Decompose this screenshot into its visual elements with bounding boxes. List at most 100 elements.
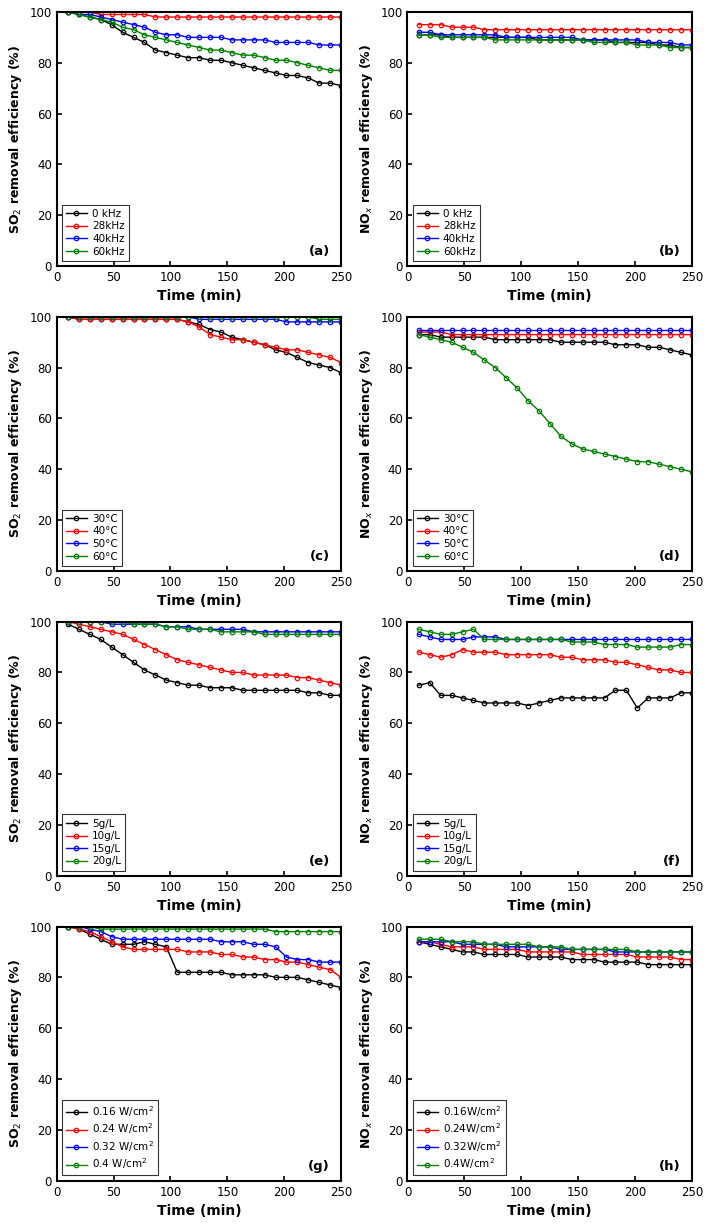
20g/L bbox=[228, 625, 236, 639]
0 kHz bbox=[567, 33, 576, 48]
10g/L bbox=[249, 668, 258, 682]
10g/L bbox=[491, 644, 500, 659]
Line: 15g/L: 15g/L bbox=[66, 620, 344, 635]
0.24W/cm$^2$ bbox=[447, 940, 456, 954]
40kHz bbox=[644, 36, 652, 50]
40kHz bbox=[228, 33, 236, 48]
0.32 W/cm$^2$ bbox=[107, 930, 116, 944]
Text: (c): (c) bbox=[310, 550, 329, 564]
Text: (h): (h) bbox=[659, 1160, 681, 1174]
60kHz bbox=[633, 38, 642, 53]
40°C bbox=[579, 327, 587, 342]
20g/L bbox=[546, 632, 555, 647]
30°C bbox=[546, 332, 555, 347]
60kHz bbox=[282, 53, 290, 67]
15g/L bbox=[304, 625, 312, 639]
0 kHz bbox=[151, 43, 160, 58]
30°C bbox=[86, 312, 94, 327]
10g/L bbox=[513, 647, 521, 662]
15g/L bbox=[579, 632, 587, 647]
5g/L bbox=[600, 691, 608, 706]
5g/L bbox=[535, 696, 543, 710]
20g/L bbox=[326, 627, 334, 642]
5g/L bbox=[469, 693, 478, 708]
X-axis label: Time (min): Time (min) bbox=[508, 899, 592, 913]
0.16 W/cm$^2$ bbox=[326, 978, 334, 992]
10g/L bbox=[535, 647, 543, 662]
15g/L bbox=[239, 622, 247, 637]
50°C bbox=[326, 315, 334, 330]
0.16W/cm$^2$ bbox=[502, 947, 510, 962]
50°C bbox=[589, 322, 598, 337]
0.32W/cm$^2$ bbox=[513, 940, 521, 954]
20g/L bbox=[184, 622, 192, 637]
28kHz bbox=[589, 22, 598, 37]
60kHz bbox=[535, 33, 543, 48]
20g/L bbox=[173, 620, 182, 635]
0.32W/cm$^2$ bbox=[469, 937, 478, 952]
30°C bbox=[458, 330, 466, 344]
0.32 W/cm$^2$ bbox=[140, 932, 148, 947]
0.16 W/cm$^2$ bbox=[97, 932, 105, 947]
0.32W/cm$^2$ bbox=[458, 937, 466, 952]
40°C bbox=[282, 343, 290, 358]
10g/L bbox=[239, 665, 247, 680]
10g/L bbox=[64, 614, 72, 628]
0.4W/cm$^2$ bbox=[437, 932, 445, 947]
15g/L bbox=[415, 627, 423, 642]
28kHz bbox=[447, 20, 456, 34]
10g/L bbox=[162, 647, 170, 662]
0.24W/cm$^2$ bbox=[688, 952, 697, 967]
0 kHz bbox=[600, 33, 608, 48]
10g/L bbox=[173, 653, 182, 668]
28kHz bbox=[600, 22, 608, 37]
50°C bbox=[502, 322, 510, 337]
0.4W/cm$^2$ bbox=[655, 944, 663, 959]
50°C bbox=[129, 310, 138, 325]
0 kHz bbox=[304, 71, 312, 86]
60°C bbox=[315, 312, 324, 327]
15g/L bbox=[261, 625, 269, 639]
0.24W/cm$^2$ bbox=[491, 942, 500, 957]
28kHz bbox=[655, 22, 663, 37]
20g/L bbox=[271, 627, 280, 642]
0.24W/cm$^2$ bbox=[437, 937, 445, 952]
40°C bbox=[644, 327, 652, 342]
15g/L bbox=[195, 622, 203, 637]
0.4 W/cm$^2$ bbox=[315, 924, 324, 938]
5g/L bbox=[228, 680, 236, 695]
60kHz bbox=[162, 33, 170, 48]
Line: 15g/L: 15g/L bbox=[417, 632, 694, 642]
40kHz bbox=[271, 36, 280, 50]
60kHz bbox=[184, 38, 192, 53]
0.4 W/cm$^2$ bbox=[97, 921, 105, 936]
50°C bbox=[119, 310, 127, 325]
0.24 W/cm$^2$ bbox=[119, 940, 127, 954]
40kHz bbox=[293, 36, 302, 50]
60kHz bbox=[502, 33, 510, 48]
60°C bbox=[107, 310, 116, 325]
60kHz bbox=[469, 29, 478, 44]
20g/L bbox=[600, 637, 608, 652]
0 kHz bbox=[206, 53, 214, 67]
30°C bbox=[271, 343, 280, 358]
0.4W/cm$^2$ bbox=[458, 935, 466, 949]
40kHz bbox=[557, 29, 565, 44]
0 kHz bbox=[666, 38, 674, 53]
20g/L bbox=[293, 627, 302, 642]
20g/L bbox=[64, 614, 72, 628]
60kHz bbox=[524, 33, 532, 48]
10g/L bbox=[293, 670, 302, 685]
Legend: 0.16W/cm$^2$, 0.24W/cm$^2$, 0.32W/cm$^2$, 0.4W/cm$^2$: 0.16W/cm$^2$, 0.24W/cm$^2$, 0.32W/cm$^2$… bbox=[413, 1100, 506, 1176]
Line: 0 kHz: 0 kHz bbox=[66, 10, 344, 88]
0.16 W/cm$^2$ bbox=[75, 921, 83, 936]
15g/L bbox=[502, 632, 510, 647]
40kHz bbox=[513, 29, 521, 44]
30°C bbox=[688, 348, 697, 363]
30°C bbox=[64, 310, 72, 325]
40°C bbox=[491, 327, 500, 342]
10g/L bbox=[644, 660, 652, 675]
0.16 W/cm$^2$ bbox=[249, 968, 258, 982]
5g/L bbox=[666, 691, 674, 706]
0.24W/cm$^2$ bbox=[480, 942, 488, 957]
